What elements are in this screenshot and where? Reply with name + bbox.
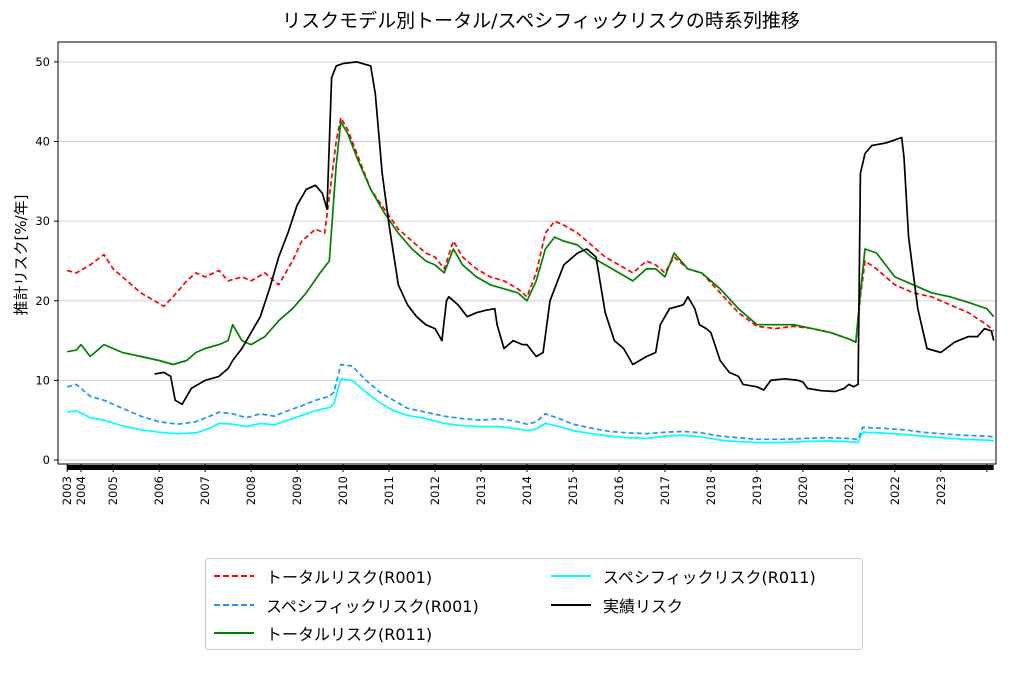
legend-swatch-green [214, 632, 254, 634]
x-tick-label: 2012 [428, 476, 442, 505]
x-axis-ticks: 2003 2004 2005 2006 2007 2008 2009 2010 2011 2012… [60, 464, 994, 505]
y-tick-label: 40 [35, 135, 50, 149]
x-tick-label: 2003 [60, 476, 74, 505]
grid-lines [58, 61, 996, 461]
x-minor-tick-band [67, 465, 994, 470]
y-tick-label: 30 [35, 214, 50, 228]
legend-item: 実績リスク [551, 593, 683, 617]
legend-swatch-red-dashed [214, 575, 254, 577]
x-tick-label: 2006 [152, 476, 166, 505]
x-tick-label: 2011 [382, 476, 396, 505]
x-tick-label: 2008 [244, 476, 258, 505]
legend-label: スペシフィックリスク(R011) [603, 568, 816, 587]
legend-swatch-blue-dashed [214, 604, 254, 606]
x-tick-label: 2004 [74, 476, 88, 505]
x-tick-label: 2016 [612, 476, 626, 505]
x-tick-label: 2014 [520, 476, 534, 505]
x-tick-label: 2017 [658, 476, 672, 505]
y-tick-label: 50 [35, 55, 50, 69]
x-tick-label: 2010 [336, 476, 350, 505]
series-line [66, 116, 995, 344]
y-axis-ticks: 0 10 20 30 40 50 [35, 55, 58, 467]
y-tick-label: 20 [35, 294, 50, 308]
y-tick-label: 0 [43, 453, 50, 467]
legend-item: トータルリスク(R001) [214, 564, 432, 588]
x-tick-label: 2015 [566, 476, 580, 505]
x-tick-label: 2020 [796, 476, 810, 505]
legend-label: トータルリスク(R011) [266, 625, 433, 644]
y-tick-label: 10 [35, 373, 50, 387]
legend-item: スペシフィックリスク(R001) [214, 593, 479, 617]
series-lines [66, 61, 995, 444]
legend: トータルリスク(R001) スペシフィックリスク(R001) トータルリスク(R… [205, 558, 863, 650]
legend-item: スペシフィックリスク(R011) [551, 564, 816, 588]
x-tick-label: 2007 [198, 476, 212, 505]
series-line [66, 363, 994, 441]
x-tick-label: 2022 [888, 476, 902, 505]
series-line [67, 377, 994, 444]
x-tick-label: 2005 [106, 476, 120, 505]
x-tick-label: 2021 [842, 476, 856, 505]
legend-label: スペシフィックリスク(R001) [266, 597, 479, 616]
x-tick-label: 2009 [290, 476, 304, 505]
x-tick-label: 2019 [750, 476, 764, 505]
y-axis-label: 推計リスク[%/年] [12, 194, 30, 315]
x-tick-label: 2023 [934, 476, 948, 505]
chart-title: リスクモデル別トータル/スペシフィックリスクの時系列推移 [282, 10, 800, 32]
series-line [154, 61, 995, 406]
legend-label: 実績リスク [603, 597, 684, 616]
legend-swatch-cyan [551, 575, 591, 577]
x-tick-label: 2013 [474, 476, 488, 505]
plot-area [57, 41, 997, 465]
legend-item: トータルリスク(R011) [214, 621, 432, 645]
legend-label: トータルリスク(R001) [266, 568, 433, 587]
legend-swatch-black [551, 604, 591, 606]
x-tick-label: 2018 [704, 476, 718, 505]
series-line [67, 120, 995, 366]
